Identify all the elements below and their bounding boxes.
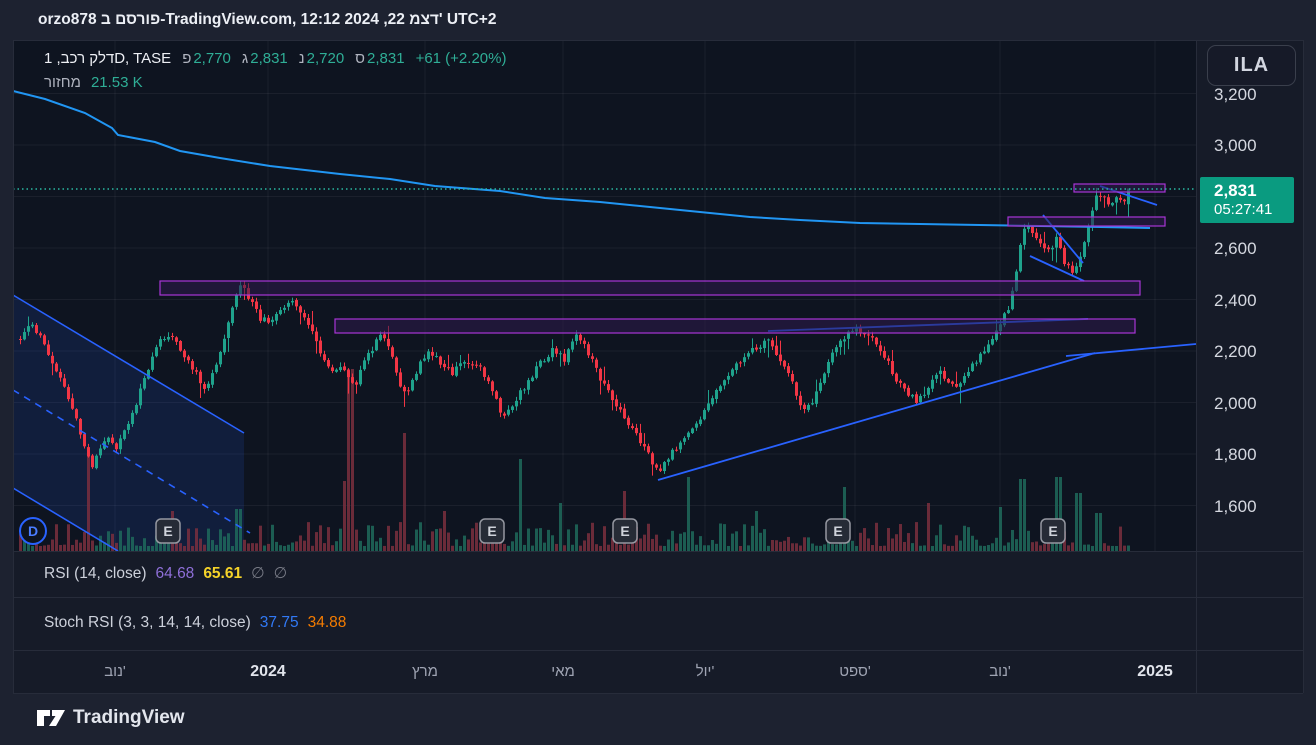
earnings-marker[interactable]: E [612,518,638,544]
svg-text:E: E [487,523,496,539]
svg-text:E: E [1048,523,1057,539]
rsi-value-1: 64.68 [155,564,195,582]
change-value: +61 (+2.20%) [415,50,507,67]
rsi-empty-icon: ∅ [251,565,265,582]
price-tick-label: 2,000 [1214,393,1257,413]
symbol-title[interactable]: דלק רכב, 1D, TASE [44,50,172,67]
earnings-marker[interactable]: E [1040,518,1066,544]
close-value: ס 2,831 [355,50,405,67]
price-tick-label: 2,400 [1214,290,1257,310]
card-bottom-border [13,693,1303,694]
price-tick-label: 3,200 [1214,84,1257,104]
price-scale[interactable]: 3,2003,0002,8002,6002,4002,2002,0001,800… [1196,40,1303,693]
time-tick-label: 2024 [250,663,286,680]
svg-text:E: E [620,523,629,539]
main-pane-separator[interactable] [13,551,1303,552]
chart-legend: דלק רכב, 1D, TASE פ 2,770 ג 2,831 נ 2,720 ס… [44,50,506,91]
time-tick-label: מאי [551,663,575,680]
stoch-label: Stoch RSI (3, 3, 14, 14, close) [44,614,251,631]
stoch-k-value: 37.75 [259,614,299,631]
time-tick-label: 2025 [1137,663,1173,680]
svg-text:E: E [833,523,842,539]
open-value: פ 2,770 [182,50,231,67]
price-zone [1073,183,1166,193]
channel-bottom-line [13,487,119,551]
dividend-marker[interactable]: D [19,517,47,545]
time-tick-label: ספט' [839,663,871,680]
price-tick-label: 3,000 [1214,136,1257,155]
rsi-empty-icon: ∅ [273,565,288,582]
earnings-marker[interactable]: E [825,518,851,544]
price-tick-label: 2,200 [1214,342,1257,361]
card-top-border [13,40,1303,41]
rsi-indicator-row[interactable]: RSI (14, close) 64.68 65.61 ∅ ∅ [44,564,287,583]
last-price-badge: 2,831 05:27:41 [1200,177,1294,223]
trendline [1065,343,1196,357]
rsi-pane-separator[interactable] [13,597,1303,598]
price-scale-border[interactable] [1196,40,1197,693]
channel-top-line [13,294,245,434]
volume-label[interactable]: מחזור [44,74,81,91]
price-tick-label: 2,600 [1214,239,1257,258]
earnings-marker[interactable]: E [479,518,505,544]
low-value: נ 2,720 [298,50,345,67]
volume-value: 21.53 K [90,74,143,91]
symbol-watermark-badge: ILA [1207,45,1296,86]
trendline [1029,255,1085,282]
trendline [657,352,1096,481]
stoch-pane-separator[interactable] [13,650,1303,651]
moving-average-line [13,90,1151,229]
svg-text:D: D [28,523,38,539]
card-right-border [1303,40,1304,693]
price-zone [334,318,1136,334]
bar-countdown: 05:27:41 [1214,201,1273,218]
stoch-d-value: 34.88 [307,614,347,631]
svg-text:E: E [163,523,172,539]
price-zone [1007,216,1166,227]
time-tick-label: נוב' [989,663,1011,680]
rsi-label: RSI (14, close) [44,564,147,582]
stoch-rsi-indicator-row[interactable]: Stoch RSI (3, 3, 14, 14, close) 37.75 34… [44,614,346,632]
high-value: ג 2,831 [241,50,288,67]
price-zone [159,280,1141,296]
tradingview-logo-text: TradingView [73,707,185,728]
card-left-border [13,40,14,693]
time-tick-label: מרץ [412,663,438,680]
publish-header: orzo878 פורסם ב-TradingView.com, 12:12 2… [38,11,497,28]
time-tick-label: נוב' [104,663,126,680]
last-price: 2,831 [1214,181,1257,200]
rsi-value-2: 65.61 [203,564,243,582]
time-tick-label: יול' [695,663,715,680]
earnings-marker[interactable]: E [155,518,181,544]
price-tick-label: 1,800 [1214,445,1257,464]
tradingview-logo[interactable]: TradingView [36,705,185,731]
price-tick-label: 1,600 [1214,496,1257,516]
tradingview-logo-icon [37,710,65,726]
